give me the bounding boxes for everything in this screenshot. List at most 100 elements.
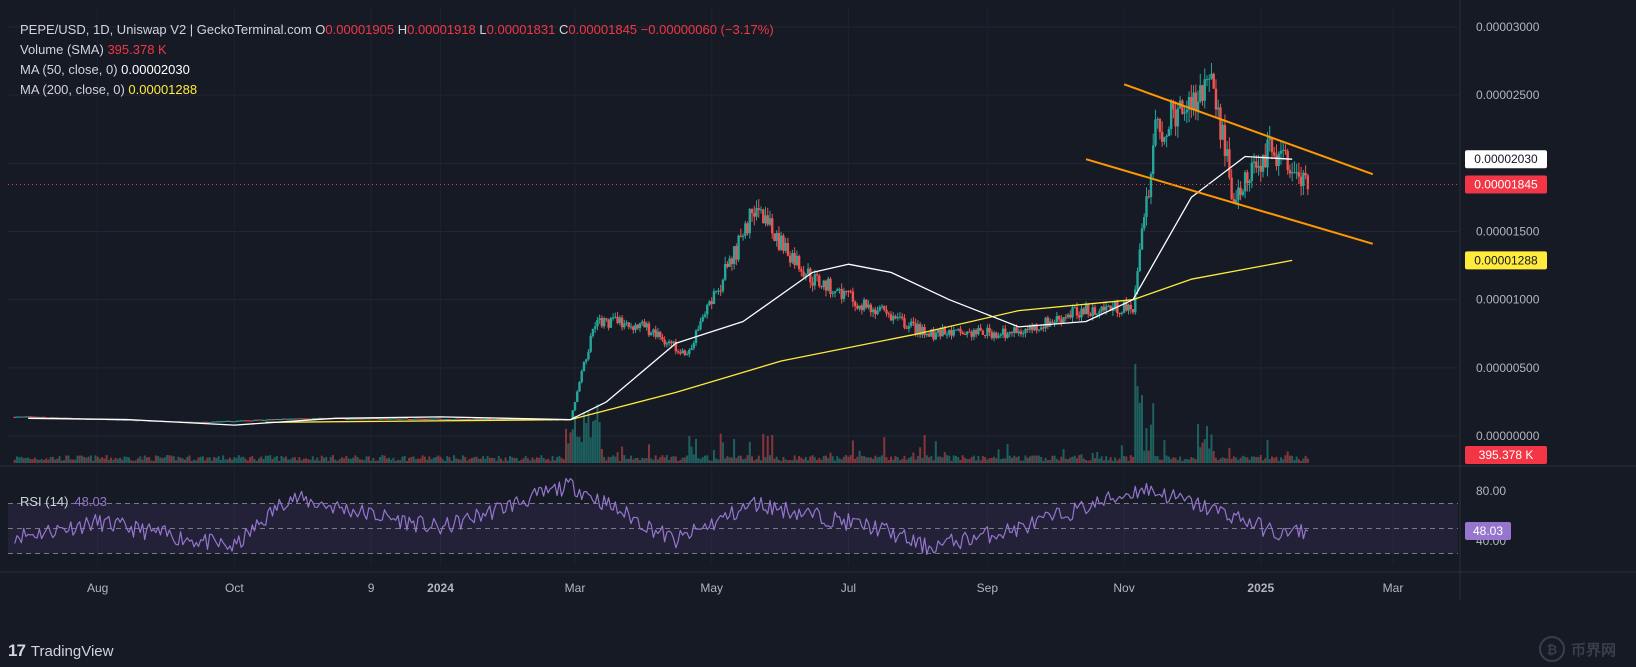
volume-bar	[840, 459, 843, 463]
volume-bar	[764, 457, 767, 463]
volume-bar	[222, 455, 225, 463]
candle-body	[33, 416, 37, 418]
volume-bar	[1158, 459, 1161, 463]
volume-bar	[331, 455, 334, 463]
volume-bar	[1105, 456, 1108, 463]
volume-bar	[558, 455, 561, 463]
candle-body	[430, 418, 433, 420]
volume-bar	[1246, 457, 1249, 463]
volume-bar	[1205, 426, 1208, 463]
volume-bar	[414, 459, 417, 463]
candle-body	[797, 256, 801, 270]
volume-bar	[110, 457, 113, 463]
volume-bar	[190, 460, 193, 463]
volume-bar	[1076, 458, 1079, 463]
volume-bar	[1300, 460, 1303, 463]
volume-bar	[1201, 442, 1204, 463]
candle-body	[313, 418, 317, 420]
candle-body	[1246, 172, 1249, 184]
volume-bar	[1141, 395, 1144, 463]
volume-bar	[446, 456, 449, 463]
rsi-legend[interactable]: RSI (14) 48.03	[20, 494, 107, 509]
volume-bar	[966, 459, 969, 463]
candle-body	[239, 420, 243, 422]
volume-bar	[889, 456, 892, 463]
volume-bar	[715, 458, 718, 463]
candle-body	[24, 416, 28, 418]
volume-bar	[329, 456, 332, 463]
symbol-label[interactable]: PEPE/USD, 1D, Uniswap V2 | GeckoTerminal…	[20, 22, 312, 37]
candle-body	[42, 416, 46, 418]
candle-body	[1172, 101, 1175, 110]
volume-bar	[1293, 460, 1296, 463]
volume-bar	[780, 460, 783, 463]
volume-bar	[201, 456, 204, 463]
candle-body	[634, 324, 637, 330]
candle-body	[1080, 308, 1083, 318]
candle-body	[602, 318, 606, 327]
volume-bar	[1004, 458, 1007, 463]
candle-body	[446, 419, 449, 421]
candle-body	[132, 420, 135, 422]
candle-body	[824, 280, 828, 291]
candle-body	[802, 271, 805, 277]
volume-bar	[1127, 460, 1130, 463]
candle-body	[963, 334, 967, 336]
footer-brand[interactable]: 17 TradingView	[8, 639, 113, 663]
volume-bar	[1013, 455, 1016, 463]
candle-body	[423, 419, 427, 421]
volume-bar	[387, 457, 390, 463]
candle-body	[883, 306, 886, 310]
candle-body	[376, 418, 379, 420]
volume-bar	[690, 446, 693, 463]
volume-bar	[145, 457, 148, 463]
volume-bar	[928, 457, 931, 463]
volume-bar	[961, 455, 964, 463]
volume-bar	[553, 460, 556, 463]
volume-bar	[1194, 459, 1197, 463]
volume-bar	[54, 459, 57, 463]
candle-body	[1089, 314, 1092, 316]
candle-body	[869, 304, 873, 313]
candle-body	[674, 341, 678, 352]
volume-legend[interactable]: Volume (SMA) 395.378 K	[20, 40, 774, 60]
candle-body	[965, 331, 969, 335]
volume-bar	[437, 455, 440, 463]
volume-bar	[208, 457, 211, 463]
candle-body	[856, 306, 859, 309]
volume-bar	[686, 455, 689, 463]
volume-bar	[213, 457, 216, 463]
volume-bar	[87, 456, 90, 463]
volume-bar	[1011, 457, 1014, 463]
volume-bar	[963, 457, 966, 463]
candle-body	[703, 314, 707, 317]
candle-body	[1228, 149, 1231, 178]
volume-bar	[1286, 451, 1289, 463]
volume-bar	[495, 460, 498, 463]
candle-body	[607, 319, 610, 328]
volume-bar	[444, 460, 447, 463]
volume-bar	[665, 455, 668, 463]
volume-bar	[24, 457, 27, 463]
volume-bar	[827, 458, 830, 463]
candle-body	[1241, 191, 1245, 195]
ma50-legend[interactable]: MA (50, close, 0) 0.00002030	[20, 60, 774, 80]
candle-body	[1078, 315, 1081, 318]
candle-body	[479, 418, 483, 420]
volume-bar	[226, 459, 229, 463]
volume-bar	[45, 458, 48, 463]
volume-bar	[134, 460, 137, 463]
volume-bar	[542, 457, 545, 463]
volume-bar	[365, 456, 368, 463]
volume-bar	[280, 455, 283, 463]
open-value: 0.00001905	[325, 22, 395, 37]
volume-bar	[863, 456, 866, 463]
candle-body	[1232, 198, 1236, 203]
price-tick-label: 0.00003000	[1476, 20, 1540, 34]
volume-bar	[1002, 458, 1005, 463]
ma200-legend[interactable]: MA (200, close, 0) 0.00001288	[20, 80, 774, 100]
volume-bar	[892, 459, 895, 463]
volume-bar	[18, 457, 21, 463]
candle-body	[1208, 78, 1211, 80]
